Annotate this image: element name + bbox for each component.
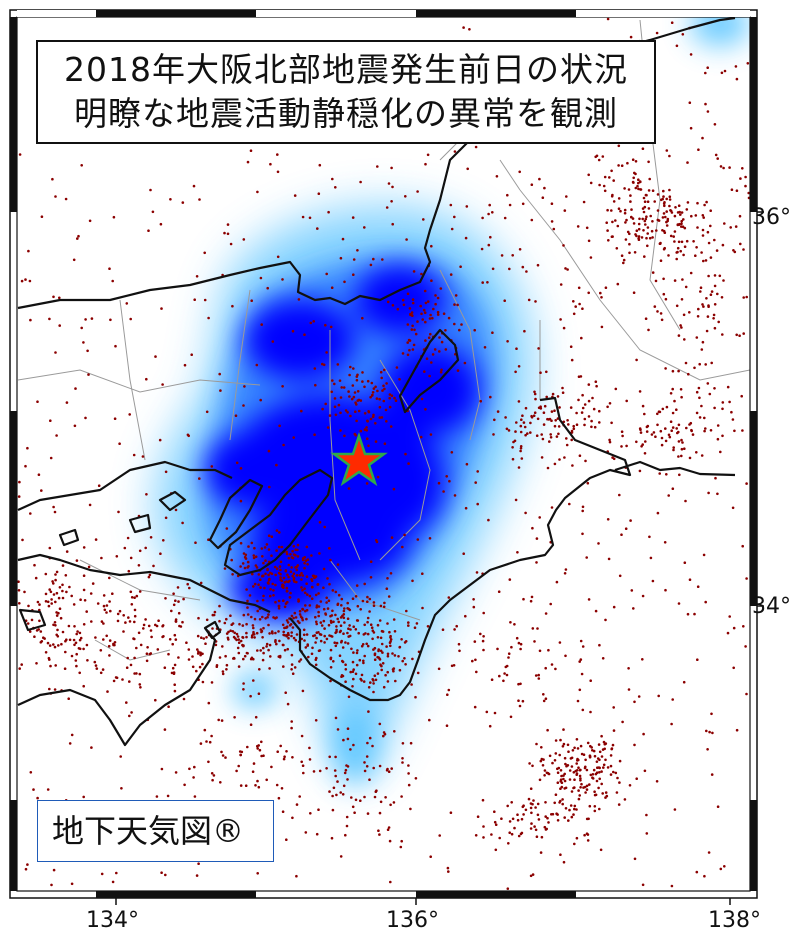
title-line-2: 明瞭な地震活動静穏化の異常を観測 [74, 94, 618, 133]
lat-tick-label: 34° [752, 594, 791, 619]
title-box: 2018年大阪北部地震発生前日の状況 明瞭な地震活動静穏化の異常を観測 [36, 40, 656, 144]
star-icon [330, 432, 388, 487]
lat-tick-label: 36° [752, 205, 791, 230]
lon-tick-label: 138° [708, 908, 761, 933]
title-line-1: 2018年大阪北部地震発生前日の状況 [64, 50, 628, 89]
lon-tick-label: 134° [86, 908, 139, 933]
brand-label: 地下天気図® [37, 800, 274, 862]
quiescence-anomaly-field [155, 17, 750, 783]
map-frame [9, 9, 764, 905]
lon-tick-label: 136° [386, 908, 439, 933]
